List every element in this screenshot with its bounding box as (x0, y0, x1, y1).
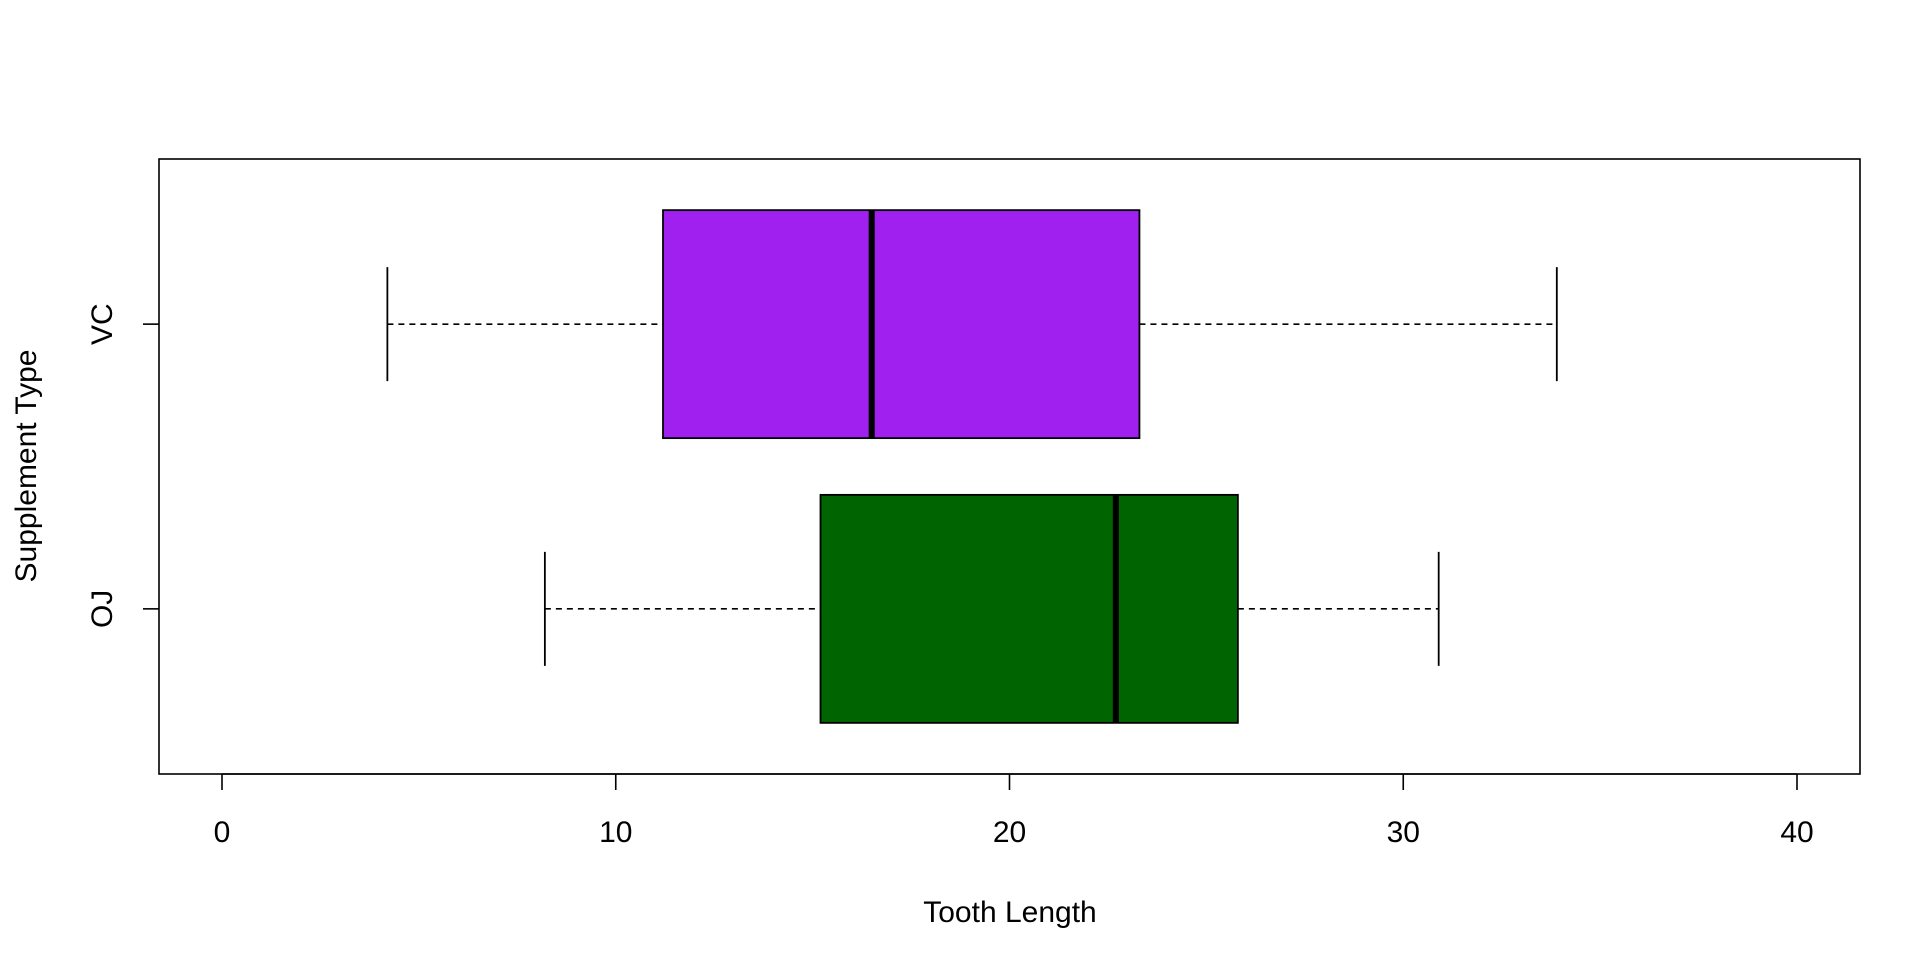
x-tick-label: 20 (993, 816, 1026, 849)
x-tick-label: 0 (214, 816, 231, 849)
y-tick-label: VC (86, 303, 119, 345)
box-oj (543, 493, 1440, 724)
y-axis-title: Supplement Type (10, 350, 43, 583)
x-axis-title: Tooth Length (923, 896, 1096, 929)
iqr-box (662, 209, 1141, 440)
x-tick-label: 40 (1780, 816, 1813, 849)
x-tick-label: 10 (599, 816, 632, 849)
iqr-box (819, 493, 1239, 724)
y-axis: OJ VC (86, 303, 159, 628)
x-axis: 0 10 20 30 40 (214, 773, 1814, 849)
y-tick-label: OJ (86, 590, 119, 628)
box-vc (386, 209, 1558, 440)
x-tick-label: 30 (1387, 816, 1420, 849)
boxes-layer (386, 209, 1558, 724)
